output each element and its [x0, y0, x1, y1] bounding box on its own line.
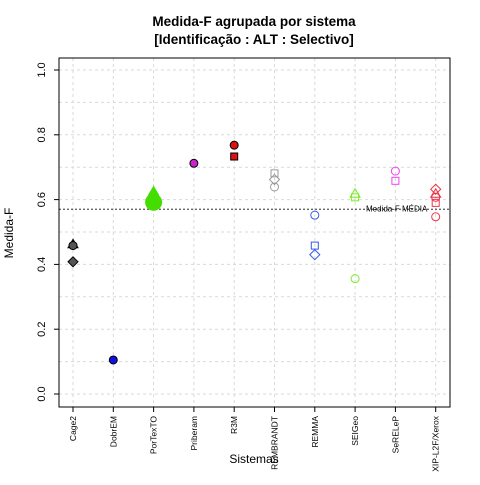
- data-point-xip-l2f-xerox: [429, 187, 442, 198]
- x-tick-label: SeRELeP: [390, 416, 400, 454]
- y-tick-label: 0.2: [36, 322, 48, 337]
- data-point-xip-l2f-xerox: [431, 212, 441, 222]
- y-tick-label: 0.0: [36, 386, 48, 401]
- x-tick-label: R3M: [229, 416, 239, 434]
- data-point-priberam: [189, 158, 199, 168]
- data-point-remma: [310, 210, 320, 220]
- data-point-cage2: [67, 256, 79, 268]
- plot-border: [58, 57, 451, 408]
- grid-lines: [59, 58, 450, 407]
- mean-line-label: Medida-F MÉDIA: [366, 204, 428, 213]
- x-tick-label: Priberam: [189, 416, 199, 450]
- data-point-remma: [309, 248, 321, 261]
- data-point-seigeo: [351, 193, 360, 202]
- data-point-xip-l2f-xerox: [431, 198, 440, 207]
- data-point-seigeo: [350, 274, 360, 284]
- data-point-r3m: [230, 152, 239, 161]
- chart-title-line2: [Identificação : ALT : Selectivo]: [154, 32, 354, 47]
- data-point-cage2: [68, 241, 78, 251]
- data-point-serelep: [391, 176, 400, 185]
- chart-title-line1: Medida-F agrupada por sistema: [152, 14, 356, 29]
- y-axis-label: Medida-F: [2, 208, 16, 259]
- x-tick-label: SEIGeo: [350, 416, 360, 446]
- data-point-seigeo: [349, 187, 361, 198]
- data-point-serelep: [390, 166, 400, 176]
- data-point-r3m: [229, 140, 239, 150]
- x-tick-label: DobrEM: [108, 416, 118, 447]
- data-point-xip-l2f-xerox: [429, 183, 442, 195]
- data-point-rembrandt: [270, 169, 279, 178]
- x-tick-label: REMBRANDT: [270, 416, 280, 470]
- y-tick-label: 0.6: [36, 192, 48, 207]
- data-point-dobrem: [108, 355, 118, 365]
- data-point-rembrandt: [270, 182, 279, 192]
- x-tick-label: XIP-L2F/Xerox: [431, 415, 441, 471]
- y-tick-label: 0.8: [36, 127, 48, 142]
- data-point-rembrandt: [268, 173, 281, 186]
- x-tick-label: REMMA: [310, 416, 320, 448]
- y-tick-label: 1.0: [36, 62, 48, 77]
- data-points: [67, 140, 442, 365]
- data-point-xip-l2f-xerox: [431, 192, 441, 202]
- y-tick-label: 0.4: [36, 257, 48, 272]
- x-tick-label: Cage2: [68, 416, 78, 441]
- x-tick-label: PorTexTO: [149, 416, 159, 454]
- data-point-portexto: [145, 193, 163, 211]
- x-axis-label: Sistemas: [229, 452, 278, 466]
- axes: 0.0 0.2 0.4 0.6 0.8 1.0 Cage2 DobrEM PorTexTO Pri…: [36, 62, 441, 471]
- mean-line-group: Medida-F MÉDIA: [59, 204, 450, 213]
